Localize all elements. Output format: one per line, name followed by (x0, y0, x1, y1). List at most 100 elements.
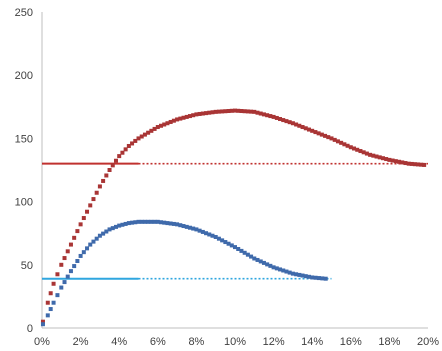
data-point (300, 125, 305, 130)
data-point (268, 263, 273, 268)
data-point (281, 268, 286, 273)
y-tick-label: 150 (15, 133, 33, 145)
data-point (422, 162, 427, 167)
data-point (297, 272, 302, 277)
data-point (104, 173, 109, 178)
data-point (313, 275, 318, 280)
data-point (165, 121, 170, 126)
data-point (68, 242, 73, 247)
data-point (110, 226, 115, 231)
y-tick-label: 250 (15, 7, 33, 19)
data-point (364, 151, 369, 156)
data-point (191, 113, 196, 118)
data-point (294, 272, 299, 277)
data-point (306, 127, 311, 132)
data-point (88, 242, 93, 247)
data-point (178, 223, 183, 228)
data-point (371, 153, 376, 158)
data-point (239, 109, 244, 114)
tick-labels: 0 50 100 150 200 250 0% 2% 4% 6% 8% 10% 12% 14% 16% 18%… (15, 7, 440, 348)
data-point (149, 219, 154, 224)
data-point (229, 243, 234, 248)
data-point (274, 115, 279, 120)
data-point (78, 253, 83, 258)
data-point (281, 118, 286, 123)
data-point (113, 158, 118, 163)
data-point (268, 114, 273, 119)
data-point (72, 264, 77, 269)
data-point (168, 119, 173, 124)
data-point (194, 227, 199, 232)
data-point (162, 220, 167, 225)
data-point (139, 134, 144, 139)
data-point (316, 276, 321, 281)
data-point (271, 265, 276, 270)
data-point (274, 266, 279, 271)
data-point (123, 221, 128, 226)
data-point (287, 120, 292, 125)
data-point (142, 219, 147, 224)
data-point (236, 247, 241, 251)
data-point (51, 281, 56, 286)
data-point (48, 307, 53, 312)
data-point (59, 262, 64, 267)
data-point (120, 150, 125, 155)
data-point (252, 109, 257, 114)
data-point (397, 159, 402, 164)
data-point (220, 238, 225, 243)
data-point (126, 221, 131, 226)
data-point (278, 267, 283, 272)
data-point (316, 131, 321, 136)
data-point (393, 159, 398, 164)
data-point (297, 123, 302, 128)
data-point (45, 313, 50, 318)
data-point (65, 249, 70, 254)
data-point (287, 270, 292, 275)
data-point (332, 137, 337, 142)
data-point (245, 109, 250, 114)
data-point (165, 221, 170, 226)
data-point (207, 232, 212, 237)
data-point (168, 221, 173, 226)
data-point (342, 142, 347, 147)
data-point (255, 110, 260, 115)
data-point (258, 111, 263, 116)
data-point (120, 222, 125, 227)
data-point (48, 291, 53, 296)
data-point (415, 162, 420, 167)
data-point (242, 250, 247, 255)
data-point (406, 161, 411, 166)
x-tick-label: 0% (34, 336, 50, 348)
data-point (110, 163, 115, 168)
data-point (72, 235, 77, 240)
data-point (65, 274, 70, 279)
data-point (252, 256, 257, 261)
data-point (290, 121, 295, 126)
data-point (55, 272, 60, 277)
data-point (236, 108, 241, 113)
data-point (348, 145, 353, 150)
data-point (155, 125, 160, 130)
data-point (358, 149, 363, 154)
x-tick-label: 6% (150, 336, 166, 348)
data-point (261, 260, 266, 265)
data-point (216, 236, 221, 241)
data-point (355, 147, 360, 152)
data-point (361, 150, 366, 155)
data-point (175, 117, 180, 122)
series-2 (40, 219, 328, 327)
data-point (149, 128, 154, 133)
data-point (226, 109, 231, 114)
data-point (313, 130, 318, 135)
data-point (88, 203, 93, 208)
data-point (220, 109, 225, 114)
data-point (197, 228, 202, 233)
data-point (278, 117, 283, 122)
data-point (146, 130, 151, 135)
data-point (91, 239, 96, 244)
data-point (40, 319, 45, 324)
data-point (55, 293, 60, 298)
data-point (229, 108, 234, 113)
data-point (284, 269, 289, 274)
data-point (213, 109, 218, 114)
